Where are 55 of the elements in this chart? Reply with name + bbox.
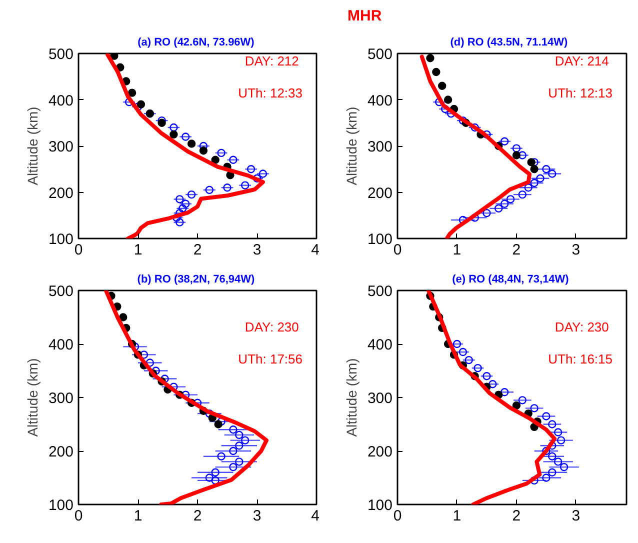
y-tick-label: 500 [367,283,393,300]
x-tick-label: 3 [572,508,580,524]
x-tick-label: 3 [252,242,262,258]
annotation: DAY: 212 [244,54,299,68]
y-tick-label: 300 [367,138,393,156]
y-tick-label: 400 [367,92,393,110]
y-tick-label: 300 [48,390,74,407]
y-tick-label: 200 [48,184,74,202]
x-tick-label: 2 [512,242,521,258]
x-tick-label: 1 [452,508,462,524]
y-axis-title: Altitude (km) [343,106,360,186]
y-tick-label: 100 [367,231,393,248]
x-tick-label: 0 [393,508,402,524]
x-tick-label: 1 [134,242,142,258]
y-tick-label: 500 [48,46,74,63]
y-tick-label: 100 [367,497,393,514]
annotation: UTh: 16:15 [548,352,613,366]
y-tick-label: 300 [367,390,393,407]
y-axis-title: Altitude (km) [24,106,40,186]
x-tick-label: 3 [572,242,580,258]
y-tick-label: 500 [367,46,393,63]
annotation: UTh: 12:33 [238,86,303,100]
x-tick-label: 1 [134,508,142,524]
y-tick-label: 200 [367,444,393,460]
chart-title: (e) RO (48,4N, 73,14W) [452,274,570,286]
y-tick-label: 400 [48,92,74,110]
x-tick-label: 4 [311,508,320,524]
y-axis-title: Altitude (km) [343,358,360,437]
x-tick-label: 3 [252,508,262,524]
x-tick-label: 2 [193,242,202,258]
y-tick-label: 400 [367,336,393,354]
y-tick-label: 100 [48,231,74,248]
annotation: UTh: 12:13 [548,86,613,100]
x-tick-label: 0 [74,242,83,258]
x-tick-label: 1 [452,242,462,258]
chart-title: (d) RO (43.5N, 71.14W) [450,36,568,48]
annotation: DAY: 230 [244,320,299,334]
y-tick-label: 200 [48,444,74,460]
x-tick-label: 0 [393,242,402,258]
annotation: DAY: 230 [554,320,609,334]
x-tick-label: 4 [311,242,320,258]
y-tick-label: 400 [48,336,74,354]
chart-title: (b) RO (38,2N, 76,94W) [137,274,255,286]
x-tick-label: 2 [193,508,202,524]
x-tick-label: 0 [74,508,83,524]
x-tick-label: 2 [512,508,521,524]
chart-title: (a) RO (42.6N, 73.96W) [138,36,255,48]
annotation: DAY: 214 [554,54,609,68]
y-tick-label: 500 [48,283,74,300]
annotation: UTh: 17:56 [238,352,303,366]
chart-subtitle: MHR [348,8,382,24]
y-tick-label: 200 [367,184,393,202]
y-tick-label: 100 [48,497,74,514]
y-axis-title: Altitude (km) [24,358,40,437]
y-tick-label: 300 [48,138,74,156]
